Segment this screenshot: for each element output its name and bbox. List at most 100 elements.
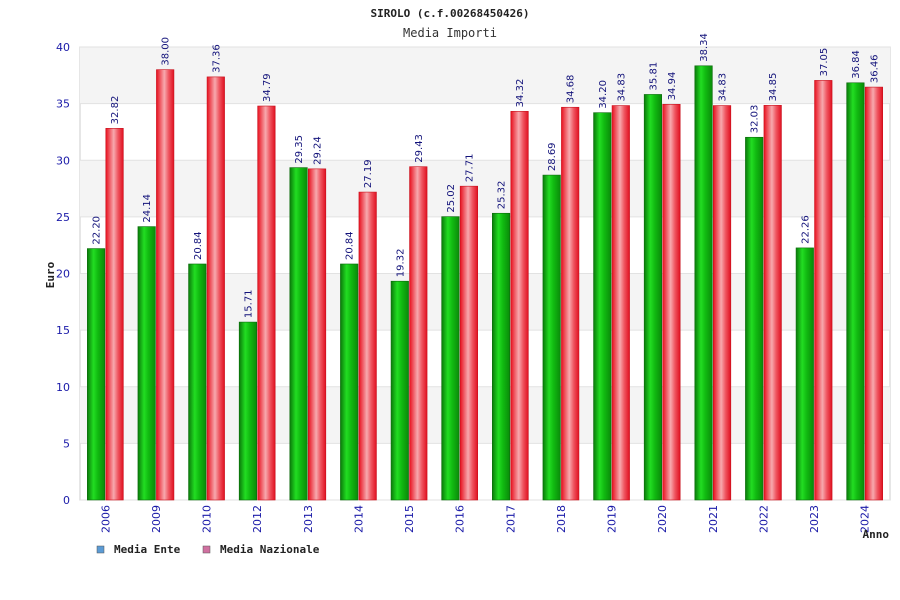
bar-media-ente [745, 136, 764, 501]
bar-media-nazionale [611, 105, 630, 501]
data-label-media-nazionale: 36.46 [869, 54, 880, 83]
bar-media-nazionale [459, 185, 478, 501]
x-tick-label: 2015 [403, 505, 416, 533]
bar-media-nazionale [409, 166, 428, 501]
x-tick-label: 2017 [504, 505, 517, 533]
bar-media-nazionale [662, 104, 681, 501]
bar-media-ente [643, 94, 662, 501]
bar-media-ente [340, 263, 359, 501]
bar-media-ente [542, 174, 561, 501]
data-label-media-nazionale: 34.79 [262, 73, 273, 102]
bar-media-ente [694, 65, 713, 501]
chart-subtitle: Media Importi [403, 26, 497, 40]
data-label-media-ente: 28.69 [547, 142, 558, 171]
data-label-media-ente: 24.14 [142, 194, 153, 223]
bar-media-ente [441, 216, 460, 501]
legend-label-media-ente: Media Ente [114, 543, 181, 556]
y-axis-ticks: 0 5 10 15 20 25 30 35 40 [56, 41, 70, 507]
data-label-media-nazionale: 27.19 [363, 159, 374, 188]
bar-media-ente [492, 212, 511, 501]
data-label-media-ente: 32.03 [750, 105, 761, 134]
bar-media-nazionale [105, 128, 124, 501]
chart-title: SIROLO (c.f.00268450426) [371, 7, 530, 20]
x-axis-title: Anno [863, 528, 890, 541]
bar-media-ente [238, 321, 257, 501]
data-label-media-ente: 22.26 [800, 215, 811, 244]
bar-media-nazionale [156, 69, 175, 501]
legend-label-media-nazionale: Media Nazionale [220, 543, 320, 556]
x-tick-label: 2018 [555, 505, 568, 533]
y-tick-label: 15 [56, 324, 70, 337]
y-tick-label: 40 [56, 41, 70, 54]
data-label-media-nazionale: 34.94 [667, 72, 678, 101]
bar-media-ente [188, 263, 207, 501]
y-axis-title: Euro [44, 261, 57, 288]
x-axis-ticks: 2006 2009 2010 2012 2013 2014 2015 2016 2017 2018… [99, 505, 871, 533]
x-tick-label: 2012 [251, 505, 264, 533]
data-label-media-ente: 25.32 [497, 181, 508, 210]
bars [87, 65, 883, 501]
data-label-media-ente: 38.34 [699, 33, 710, 62]
data-label-media-ente: 36.84 [851, 50, 862, 79]
x-tick-label: 2016 [454, 505, 467, 533]
bar-media-ente [593, 112, 612, 501]
x-tick-label: 2009 [150, 505, 163, 533]
y-tick-label: 10 [56, 381, 70, 394]
bar-media-ente [87, 248, 106, 501]
data-label-media-ente: 15.71 [243, 289, 254, 318]
y-tick-label: 0 [63, 494, 70, 507]
data-label-media-nazionale: 29.24 [313, 136, 324, 165]
x-tick-label: 2022 [757, 505, 770, 533]
data-label-media-ente: 19.32 [395, 249, 406, 278]
bar-media-nazionale [206, 76, 225, 501]
x-tick-label: 2013 [302, 505, 315, 533]
bar-media-ente [137, 226, 156, 501]
bar-media-ente [289, 167, 308, 501]
data-label-media-nazionale: 34.83 [616, 73, 627, 102]
bar-media-nazionale [510, 111, 529, 501]
legend-swatch-media-ente [96, 545, 105, 554]
data-label-media-nazionale: 34.83 [718, 73, 729, 102]
data-label-media-ente: 22.20 [92, 216, 103, 245]
data-label-media-nazionale: 34.68 [566, 75, 577, 104]
y-tick-label: 25 [56, 211, 70, 224]
legend: Media Ente Media Nazionale [96, 543, 320, 556]
data-label-media-ente: 35.81 [648, 62, 659, 91]
data-label-media-nazionale: 34.32 [515, 79, 526, 108]
legend-swatch-media-nazionale [202, 545, 211, 554]
x-tick-label: 2006 [99, 505, 112, 533]
data-label-media-nazionale: 37.36 [211, 44, 222, 73]
data-label-media-ente: 25.02 [446, 184, 457, 213]
data-label-media-ente: 20.84 [345, 231, 356, 260]
x-tick-label: 2024 [859, 505, 872, 533]
data-label-media-nazionale: 34.85 [768, 73, 779, 102]
bar-media-nazionale [257, 105, 276, 501]
bar-media-nazionale [561, 106, 580, 501]
data-label-media-ente: 34.20 [598, 80, 609, 109]
x-tick-label: 2020 [656, 505, 669, 533]
bar-media-ente [846, 82, 865, 501]
bar-media-nazionale [713, 105, 732, 501]
bar-media-ente [390, 280, 409, 501]
data-label-media-ente: 29.35 [294, 135, 305, 164]
data-label-media-nazionale: 29.43 [414, 134, 425, 163]
data-label-media-nazionale: 27.71 [464, 154, 475, 183]
x-tick-label: 2019 [606, 505, 619, 533]
x-tick-label: 2021 [707, 505, 720, 533]
y-tick-label: 5 [63, 437, 70, 450]
y-tick-label: 35 [56, 98, 70, 111]
x-tick-label: 2014 [352, 505, 365, 533]
y-tick-label: 20 [56, 268, 70, 281]
x-tick-label: 2023 [808, 505, 821, 533]
bar-media-ente [795, 247, 814, 501]
bar-media-nazionale [814, 80, 833, 501]
bar-media-nazionale [763, 105, 782, 501]
data-label-media-nazionale: 38.00 [161, 37, 172, 66]
data-labels: 22.20 32.82 24.14 38.00 20.84 37.36 15.71 34.79… [92, 33, 881, 318]
data-label-media-nazionale: 37.05 [819, 48, 830, 77]
data-label-media-ente: 20.84 [193, 231, 204, 260]
bar-media-nazionale [308, 168, 327, 501]
bar-media-nazionale [358, 191, 377, 501]
y-tick-label: 30 [56, 154, 70, 167]
